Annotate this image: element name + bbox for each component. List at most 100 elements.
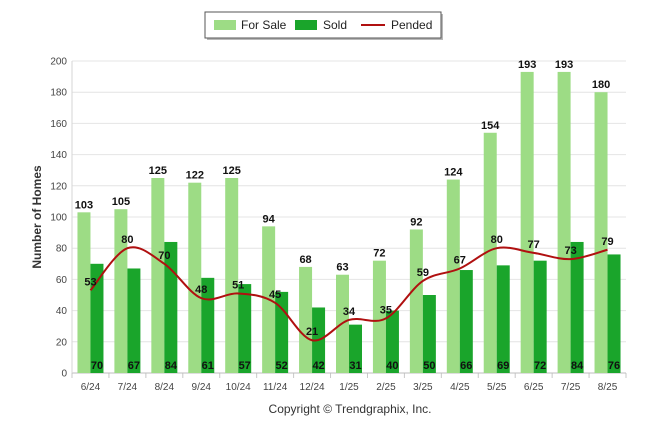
x-tick-label: 1/25 bbox=[339, 382, 359, 393]
label-sold: 31 bbox=[349, 360, 361, 372]
x-tick-label: 2/25 bbox=[376, 382, 396, 393]
bar-sold bbox=[164, 241, 178, 373]
y-axis-label: Number of Homes bbox=[30, 165, 44, 269]
label-sold: 76 bbox=[608, 360, 620, 372]
x-tick-label: 6/24 bbox=[81, 382, 101, 393]
y-tick-label: 40 bbox=[56, 306, 68, 317]
label-pended: 51 bbox=[232, 279, 244, 291]
label-for-sale: 125 bbox=[223, 165, 241, 177]
label-pended: 21 bbox=[306, 326, 318, 338]
label-for-sale: 68 bbox=[299, 254, 311, 266]
label-sold: 61 bbox=[202, 360, 214, 372]
bar-for-sale bbox=[446, 179, 460, 373]
bar-sold bbox=[385, 310, 399, 373]
label-for-sale: 105 bbox=[112, 196, 130, 208]
label-for-sale: 94 bbox=[263, 213, 276, 225]
label-sold: 69 bbox=[497, 360, 509, 372]
legend-label-pended: Pended bbox=[391, 18, 432, 32]
label-for-sale: 124 bbox=[444, 167, 463, 179]
label-pended: 80 bbox=[491, 234, 503, 246]
label-pended: 73 bbox=[564, 245, 576, 257]
label-sold: 50 bbox=[423, 360, 435, 372]
pended-line bbox=[89, 246, 608, 342]
y-tick-label: 0 bbox=[61, 369, 67, 380]
bar-for-sale bbox=[225, 178, 239, 373]
label-for-sale: 125 bbox=[149, 165, 167, 177]
legend-swatch-for-sale bbox=[214, 20, 236, 30]
label-sold: 84 bbox=[571, 360, 584, 372]
y-tick-label: 180 bbox=[50, 88, 67, 99]
bar-for-sale bbox=[299, 266, 313, 373]
bar-for-sale bbox=[372, 260, 386, 373]
pended-line-layer bbox=[89, 246, 608, 342]
legend-swatch-sold bbox=[295, 20, 317, 30]
legend: For Sale Sold Pended bbox=[204, 11, 443, 40]
label-sold: 52 bbox=[276, 360, 288, 372]
label-sold: 67 bbox=[128, 360, 140, 372]
bar-for-sale bbox=[520, 71, 534, 374]
x-tick-label: 7/24 bbox=[118, 382, 138, 393]
label-sold: 57 bbox=[239, 360, 251, 372]
label-pended: 79 bbox=[601, 236, 613, 248]
bar-sold bbox=[570, 241, 584, 373]
bar-sold bbox=[459, 270, 473, 373]
x-tick-label: 5/25 bbox=[487, 382, 507, 393]
label-for-sale: 193 bbox=[518, 59, 536, 71]
y-tick-label: 20 bbox=[56, 337, 68, 348]
y-tick-label: 140 bbox=[50, 150, 67, 161]
data-labels: 103 70 105 67 125 84 122 61 125 57 94 52 68 42 63 31 72 4… bbox=[75, 59, 620, 372]
legend-label-for-sale: For Sale bbox=[241, 18, 287, 32]
bar-for-sale bbox=[77, 212, 91, 373]
label-pended: 70 bbox=[158, 250, 170, 262]
label-pended: 34 bbox=[343, 306, 356, 318]
axes: 0 20 40 60 80 100 120 140 160 180 200 6/24 7/24 8/24 9… bbox=[50, 57, 626, 393]
x-tick-label: 12/24 bbox=[300, 382, 325, 393]
y-tick-label: 160 bbox=[50, 119, 67, 130]
label-for-sale: 103 bbox=[75, 199, 93, 211]
y-tick-label: 100 bbox=[50, 213, 67, 224]
label-sold: 72 bbox=[534, 360, 546, 372]
bar-sold bbox=[127, 268, 141, 373]
bar-sold bbox=[422, 295, 436, 373]
bar-sold bbox=[238, 284, 252, 373]
x-tick-label: 9/24 bbox=[192, 382, 212, 393]
bar-sold bbox=[90, 263, 104, 373]
x-tick-label: 11/24 bbox=[263, 382, 288, 393]
label-for-sale: 122 bbox=[186, 170, 204, 182]
bar-sold bbox=[349, 324, 362, 373]
label-for-sale: 72 bbox=[373, 248, 385, 260]
bars bbox=[77, 71, 621, 374]
label-pended: 35 bbox=[380, 304, 392, 316]
y-tick-label: 200 bbox=[50, 57, 67, 68]
bar-sold bbox=[607, 254, 621, 373]
label-pended: 48 bbox=[195, 284, 207, 296]
y-tick-label: 120 bbox=[50, 181, 67, 192]
bar-for-sale bbox=[594, 92, 608, 373]
bar-for-sale bbox=[409, 229, 423, 373]
label-pended: 67 bbox=[454, 254, 466, 266]
bar-sold bbox=[496, 265, 510, 373]
bar-for-sale bbox=[557, 71, 571, 374]
x-tick-label: 3/25 bbox=[413, 382, 433, 393]
label-pended: 53 bbox=[84, 276, 96, 288]
x-tick-label: 8/25 bbox=[598, 382, 618, 393]
legend-box bbox=[204, 11, 442, 39]
label-pended: 59 bbox=[417, 267, 429, 279]
label-sold: 42 bbox=[312, 360, 324, 372]
label-for-sale: 63 bbox=[336, 262, 348, 274]
label-for-sale: 193 bbox=[555, 59, 573, 71]
y-tick-label: 60 bbox=[56, 275, 68, 286]
label-sold: 40 bbox=[386, 360, 398, 372]
bar-sold bbox=[201, 277, 215, 373]
label-pended: 45 bbox=[269, 289, 281, 301]
bar-for-sale bbox=[188, 182, 202, 373]
label-pended: 77 bbox=[528, 239, 540, 251]
x-tick-label: 10/24 bbox=[226, 382, 251, 393]
bar-for-sale bbox=[483, 132, 497, 373]
copyright-text: Copyright © Trendgraphix, Inc. bbox=[269, 402, 432, 416]
x-tick-label: 6/25 bbox=[524, 382, 544, 393]
y-tick-label: 80 bbox=[56, 244, 68, 255]
label-for-sale: 180 bbox=[592, 79, 610, 91]
